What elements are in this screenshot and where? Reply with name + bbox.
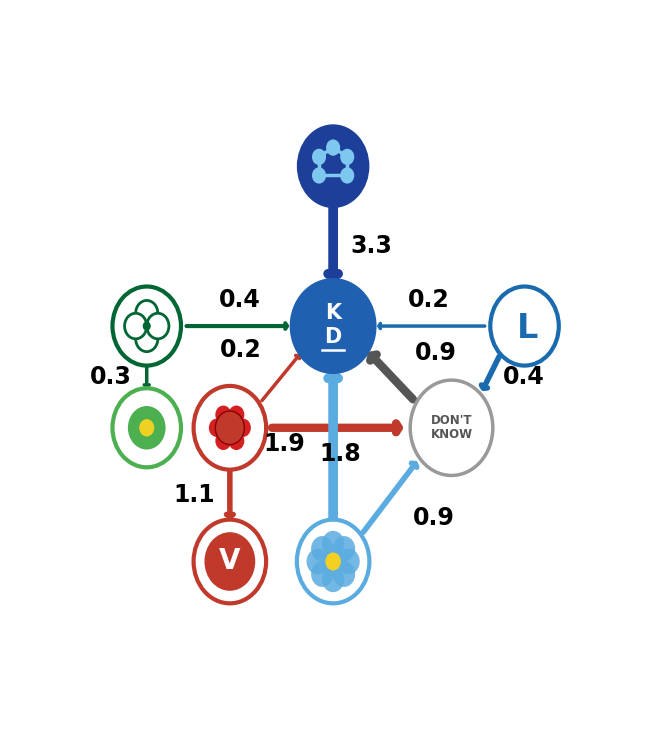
Circle shape xyxy=(235,418,251,437)
Circle shape xyxy=(194,519,266,603)
Text: L: L xyxy=(516,313,538,346)
Circle shape xyxy=(326,140,340,156)
Circle shape xyxy=(139,419,154,436)
Text: KNOW: KNOW xyxy=(430,428,473,441)
Circle shape xyxy=(228,405,244,424)
Circle shape xyxy=(333,562,355,587)
Circle shape xyxy=(215,411,244,445)
Circle shape xyxy=(311,536,333,562)
Text: 0.9: 0.9 xyxy=(413,507,454,530)
Circle shape xyxy=(297,125,369,208)
Circle shape xyxy=(333,536,355,562)
Circle shape xyxy=(215,405,231,424)
Text: 1.1: 1.1 xyxy=(173,482,214,507)
Text: V: V xyxy=(219,547,240,575)
Circle shape xyxy=(326,553,341,571)
Circle shape xyxy=(312,149,326,165)
Circle shape xyxy=(209,418,225,437)
Circle shape xyxy=(311,562,333,587)
Circle shape xyxy=(322,531,344,556)
Circle shape xyxy=(112,388,181,467)
Circle shape xyxy=(490,286,559,365)
Circle shape xyxy=(307,549,329,575)
Circle shape xyxy=(128,406,166,449)
Circle shape xyxy=(297,519,369,603)
Circle shape xyxy=(136,326,158,352)
Ellipse shape xyxy=(290,278,376,374)
Circle shape xyxy=(228,432,244,450)
Circle shape xyxy=(312,168,326,183)
Circle shape xyxy=(194,386,266,470)
Circle shape xyxy=(147,313,169,339)
Circle shape xyxy=(340,149,354,165)
Circle shape xyxy=(340,168,354,183)
Circle shape xyxy=(337,549,359,575)
Circle shape xyxy=(410,380,493,476)
Text: 0.3: 0.3 xyxy=(90,365,131,389)
Circle shape xyxy=(136,300,158,326)
Text: 0.4: 0.4 xyxy=(503,365,545,389)
Circle shape xyxy=(215,432,231,450)
Text: K: K xyxy=(325,304,341,323)
Circle shape xyxy=(112,286,181,365)
Text: 1.8: 1.8 xyxy=(320,442,361,467)
Text: 0.9: 0.9 xyxy=(415,341,457,365)
Text: 0.2: 0.2 xyxy=(220,338,261,362)
Text: 3.3: 3.3 xyxy=(351,234,393,258)
Text: 1.9: 1.9 xyxy=(264,432,306,456)
Circle shape xyxy=(143,322,151,331)
Circle shape xyxy=(322,566,344,592)
Text: 0.2: 0.2 xyxy=(408,288,450,312)
Circle shape xyxy=(125,313,147,339)
Circle shape xyxy=(205,532,255,591)
Text: D: D xyxy=(324,326,342,347)
Text: DON'T: DON'T xyxy=(431,414,473,427)
Text: 0.4: 0.4 xyxy=(219,288,261,312)
